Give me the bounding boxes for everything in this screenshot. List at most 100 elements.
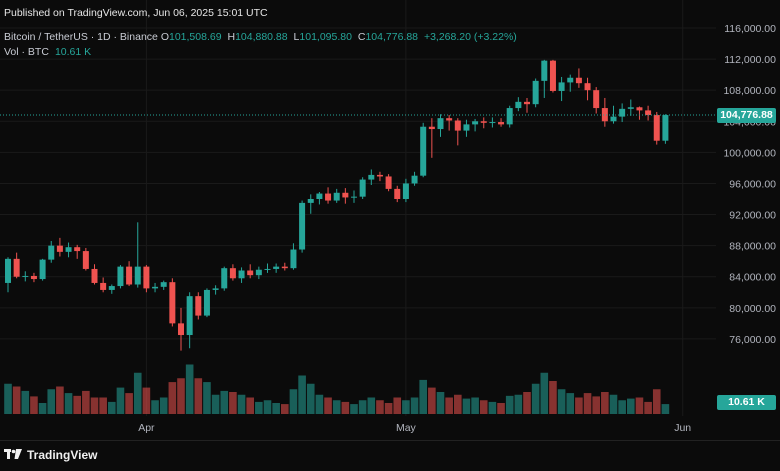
price-tick-label: 108,000.00: [723, 85, 776, 97]
candle-body[interactable]: [13, 258, 20, 277]
candle-body[interactable]: [610, 116, 617, 122]
candle-body[interactable]: [584, 83, 591, 91]
candle-body[interactable]: [385, 176, 392, 189]
candle-body[interactable]: [619, 108, 626, 117]
candle-body[interactable]: [532, 80, 539, 105]
candle-body[interactable]: [498, 122, 505, 125]
candle-body[interactable]: [229, 268, 236, 279]
volume-bar: [445, 397, 453, 414]
candle-body[interactable]: [186, 296, 193, 336]
candle-body[interactable]: [472, 121, 479, 125]
candle-body[interactable]: [30, 275, 37, 280]
candle-body[interactable]: [126, 266, 133, 285]
candle-body[interactable]: [212, 288, 219, 290]
candle-body[interactable]: [82, 251, 89, 269]
candle-body[interactable]: [281, 266, 288, 269]
candle-body[interactable]: [351, 196, 357, 198]
candle-body[interactable]: [273, 266, 280, 269]
candle-body[interactable]: [203, 289, 210, 316]
candle-body[interactable]: [5, 258, 11, 283]
volume-bar: [410, 397, 419, 414]
candle-body[interactable]: [376, 174, 383, 177]
candle-body[interactable]: [108, 286, 115, 290]
candle-body[interactable]: [195, 296, 202, 316]
candle-body[interactable]: [506, 108, 513, 125]
candle-body[interactable]: [480, 121, 487, 123]
candle-body[interactable]: [368, 174, 375, 180]
candle-body[interactable]: [178, 323, 184, 336]
price-tick-label: 84,000.00: [729, 272, 776, 284]
candle-body[interactable]: [653, 115, 660, 141]
candle-body[interactable]: [39, 259, 46, 280]
high-value: 104,880.88: [235, 31, 288, 43]
candle-body[interactable]: [515, 101, 522, 109]
candle-body[interactable]: [56, 245, 63, 252]
candle-body[interactable]: [160, 282, 167, 287]
candle-body[interactable]: [411, 175, 418, 184]
candle-body[interactable]: [100, 282, 107, 290]
candle-body[interactable]: [65, 247, 72, 252]
candle-body[interactable]: [627, 107, 634, 109]
candle-body[interactable]: [134, 266, 141, 285]
candle-body[interactable]: [74, 247, 81, 252]
candle-body[interactable]: [316, 193, 323, 199]
candle-body[interactable]: [333, 192, 340, 201]
candle-body[interactable]: [420, 126, 427, 176]
candle-body[interactable]: [290, 249, 297, 269]
candle-body[interactable]: [169, 282, 176, 324]
candle-body[interactable]: [541, 60, 548, 81]
candle-body[interactable]: [567, 77, 574, 83]
candle-body[interactable]: [489, 122, 496, 124]
candle-body[interactable]: [601, 108, 608, 122]
candle-body[interactable]: [549, 60, 556, 91]
volume-bar: [523, 392, 531, 414]
volume-bar: [566, 393, 575, 414]
candle-body[interactable]: [524, 101, 530, 105]
candle-body[interactable]: [446, 118, 453, 121]
candle-body[interactable]: [463, 124, 470, 131]
volume-bar: [4, 383, 12, 414]
volume-bar: [47, 389, 56, 414]
candle-body[interactable]: [575, 77, 582, 84]
candle-body[interactable]: [22, 275, 29, 277]
price-tick-label: 88,000.00: [729, 241, 776, 253]
candle-body[interactable]: [402, 183, 409, 199]
tradingview-logo[interactable]: TradingView: [4, 448, 97, 462]
candle-body[interactable]: [662, 115, 669, 141]
volume-bar: [246, 397, 254, 414]
last-volume-badge: 10.61 K: [717, 395, 776, 410]
candle-body[interactable]: [454, 120, 461, 131]
candle-body[interactable]: [48, 245, 55, 260]
volume-bar: [38, 403, 47, 414]
candle-body[interactable]: [307, 199, 314, 203]
volume-bar: [194, 378, 203, 414]
candle-body[interactable]: [91, 268, 98, 283]
candle-body[interactable]: [428, 126, 435, 130]
candle-body[interactable]: [394, 188, 401, 199]
candle-body[interactable]: [342, 192, 349, 198]
candle-body[interactable]: [264, 268, 271, 270]
candle-body[interactable]: [255, 269, 262, 276]
candle-body[interactable]: [247, 270, 254, 276]
candle-body[interactable]: [645, 110, 652, 116]
volume-bar: [592, 396, 600, 414]
candle-body[interactable]: [143, 266, 150, 289]
candle-body[interactable]: [238, 270, 245, 279]
open-label: O: [160, 31, 169, 43]
volume-bar: [376, 400, 384, 414]
candle-body[interactable]: [437, 118, 444, 130]
symbol-label[interactable]: Bitcoin / TetherUS · 1D · Binance: [4, 31, 158, 43]
candle-body[interactable]: [636, 107, 643, 111]
candle-body[interactable]: [558, 82, 565, 91]
candle-body[interactable]: [325, 193, 332, 201]
candle-body[interactable]: [299, 202, 306, 250]
volume-label[interactable]: Vol · BTC: [4, 46, 49, 58]
time-tick-label: Apr: [138, 422, 155, 434]
volume-bar: [220, 390, 229, 414]
candle-body[interactable]: [359, 179, 366, 197]
candle-body[interactable]: [117, 266, 124, 287]
candle-body[interactable]: [152, 286, 159, 289]
candle-body[interactable]: [221, 268, 228, 289]
candle-body[interactable]: [593, 90, 600, 109]
